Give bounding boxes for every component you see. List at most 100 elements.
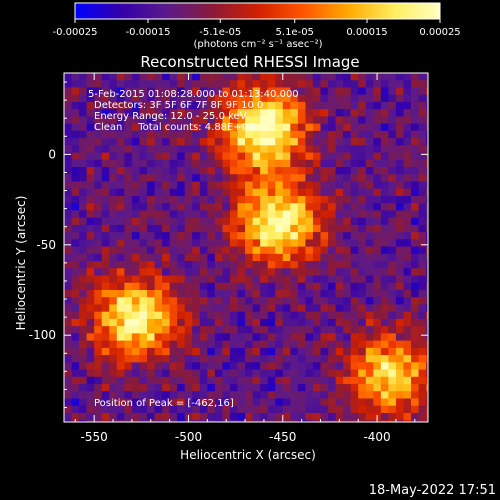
heatmap-cell	[79, 73, 88, 81]
heatmap-cell	[290, 376, 299, 385]
heatmap-cell	[395, 369, 404, 378]
heatmap-cell	[380, 159, 389, 168]
heatmap-cell	[297, 318, 306, 327]
heatmap-cell	[328, 195, 337, 204]
heatmap-cell	[177, 80, 186, 88]
heatmap-cell	[169, 239, 178, 248]
heatmap-cell	[229, 94, 239, 103]
heatmap-cell	[101, 340, 110, 349]
heatmap-cell	[86, 188, 95, 197]
heatmap-cell	[380, 239, 389, 248]
heatmap-cell	[350, 340, 359, 349]
heatmap-cell	[373, 217, 382, 226]
heatmap-cell	[154, 174, 163, 182]
heatmap-cell	[214, 405, 223, 414]
heatmap-cell	[139, 188, 148, 197]
heatmap-cell	[199, 174, 208, 182]
heatmap-cell	[79, 369, 88, 378]
colorbar-tick-label: 0.00025	[419, 27, 460, 38]
heatmap-cell	[229, 138, 239, 146]
heatmap-cell	[365, 261, 374, 269]
heatmap-cell	[214, 369, 223, 378]
heatmap-cell	[395, 318, 404, 327]
heatmap-cell	[245, 101, 254, 110]
heatmap-cell	[199, 217, 208, 226]
heatmap-cell	[328, 420, 337, 423]
heatmap-cell	[237, 420, 246, 423]
heatmap-cell	[199, 224, 208, 233]
heatmap-cell	[199, 376, 208, 385]
heatmap-cell	[162, 362, 171, 371]
heatmap-cell	[282, 340, 291, 349]
heatmap-cell	[154, 87, 163, 96]
heatmap-cell	[358, 333, 367, 342]
heatmap-cell	[71, 232, 80, 240]
heatmap-cell	[260, 412, 269, 421]
heatmap-cell	[275, 130, 284, 139]
heatmap-cell	[169, 289, 178, 298]
heatmap-cell	[335, 181, 344, 190]
heatmap-cell	[229, 101, 239, 110]
heatmap-cell	[116, 145, 125, 154]
heatmap-cell	[267, 203, 276, 211]
heatmap-cell	[290, 73, 299, 81]
heatmap-cell	[388, 289, 397, 298]
heatmap-cell	[403, 369, 412, 378]
heatmap-cell	[403, 232, 412, 240]
heatmap-cell	[343, 109, 352, 117]
heatmap-cell	[116, 246, 125, 255]
heatmap-cell	[343, 355, 352, 363]
heatmap-cell	[109, 239, 118, 248]
heatmap-cell	[343, 412, 352, 421]
heatmap-cell	[199, 116, 208, 125]
heatmap-cell	[229, 80, 239, 88]
heatmap-cell	[237, 203, 246, 211]
heatmap-cell	[124, 87, 133, 96]
heatmap-cell	[64, 224, 73, 233]
heatmap-cell	[86, 101, 95, 110]
heatmap-cell	[395, 282, 404, 291]
heatmap-cell	[109, 253, 118, 262]
heatmap-cell	[312, 405, 321, 414]
heatmap-cell	[320, 420, 329, 423]
heatmap-cell	[426, 289, 429, 298]
heatmap-cell	[312, 347, 321, 356]
heatmap-cell	[312, 384, 321, 392]
heatmap-cell	[184, 203, 193, 211]
heatmap-cell	[395, 297, 404, 305]
heatmap-cell	[350, 159, 359, 168]
heatmap-cell	[403, 123, 412, 132]
heatmap-cell	[252, 289, 261, 298]
heatmap-cell	[192, 101, 201, 110]
heatmap-cell	[214, 268, 223, 277]
heatmap-cell	[297, 87, 306, 96]
heatmap-cell	[199, 289, 208, 298]
heatmap-cell	[222, 326, 231, 334]
heatmap-cell	[290, 362, 299, 371]
heatmap-cell	[64, 311, 73, 320]
heatmap-cell	[358, 420, 367, 423]
heatmap-cell	[109, 224, 118, 233]
heatmap-cell	[418, 326, 427, 334]
heatmap-cell	[275, 376, 284, 385]
heatmap-cell	[312, 289, 321, 298]
heatmap-cell	[184, 232, 193, 240]
heatmap-cell	[260, 268, 269, 277]
heatmap-cell	[282, 224, 291, 233]
heatmap-cell	[297, 268, 306, 277]
heatmap-cell	[426, 217, 429, 226]
heatmap-cell	[245, 232, 254, 240]
heatmap-cell	[79, 405, 88, 414]
heatmap-cell	[418, 130, 427, 139]
heatmap-cell	[207, 282, 216, 291]
heatmap-cell	[146, 318, 156, 327]
heatmap-cell	[358, 210, 367, 219]
heatmap-cell	[297, 253, 306, 262]
heatmap-cell	[146, 412, 156, 421]
heatmap-cell	[131, 318, 140, 327]
heatmap-cell	[86, 138, 95, 146]
heatmap-cell	[177, 116, 186, 125]
heatmap-cell	[380, 376, 389, 385]
heatmap-cell	[162, 210, 171, 219]
heatmap-cell	[162, 224, 171, 233]
